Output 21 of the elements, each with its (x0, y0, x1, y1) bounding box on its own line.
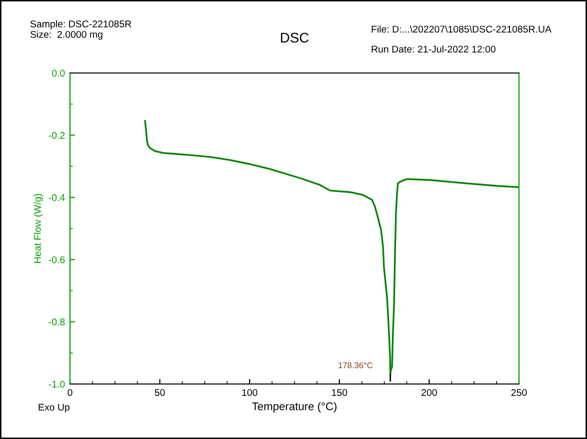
y-tick-label: -0.6 (48, 256, 65, 264)
text: File: D:...\202207\1085\DSC-221085R.UA (372, 25, 552, 33)
y-tick-label: -0.8 (48, 318, 65, 326)
chart-title: DSC (280, 32, 309, 43)
y-tick-label: -0.2 (48, 132, 65, 139)
y-tick-label: -1.0 (48, 380, 65, 388)
y-tick-label: -0.4 (48, 194, 65, 202)
x-tick-label: 150 (332, 389, 348, 396)
x-tick-label: 50 (154, 389, 165, 396)
x-tick-label: 100 (242, 389, 258, 396)
y-tick-label: 0.0 (52, 70, 65, 77)
text: Run Date: 21-Jul-2022 12:00 (372, 45, 496, 53)
text: Sample: DSC-221085R Size: 2.0000 mg (30, 20, 132, 40)
x-tick-label: 200 (422, 389, 437, 396)
line-series (144, 120, 519, 376)
annotation: 178.36°C (338, 362, 373, 368)
text: Exo Up (38, 404, 70, 413)
x-tick-label: 0 (68, 389, 72, 396)
y-axis-title: Heat Flow (W/g) (34, 194, 43, 263)
x-tick-label: 250 (511, 389, 527, 396)
x-axis-title: Temperature (°C) (252, 402, 336, 412)
